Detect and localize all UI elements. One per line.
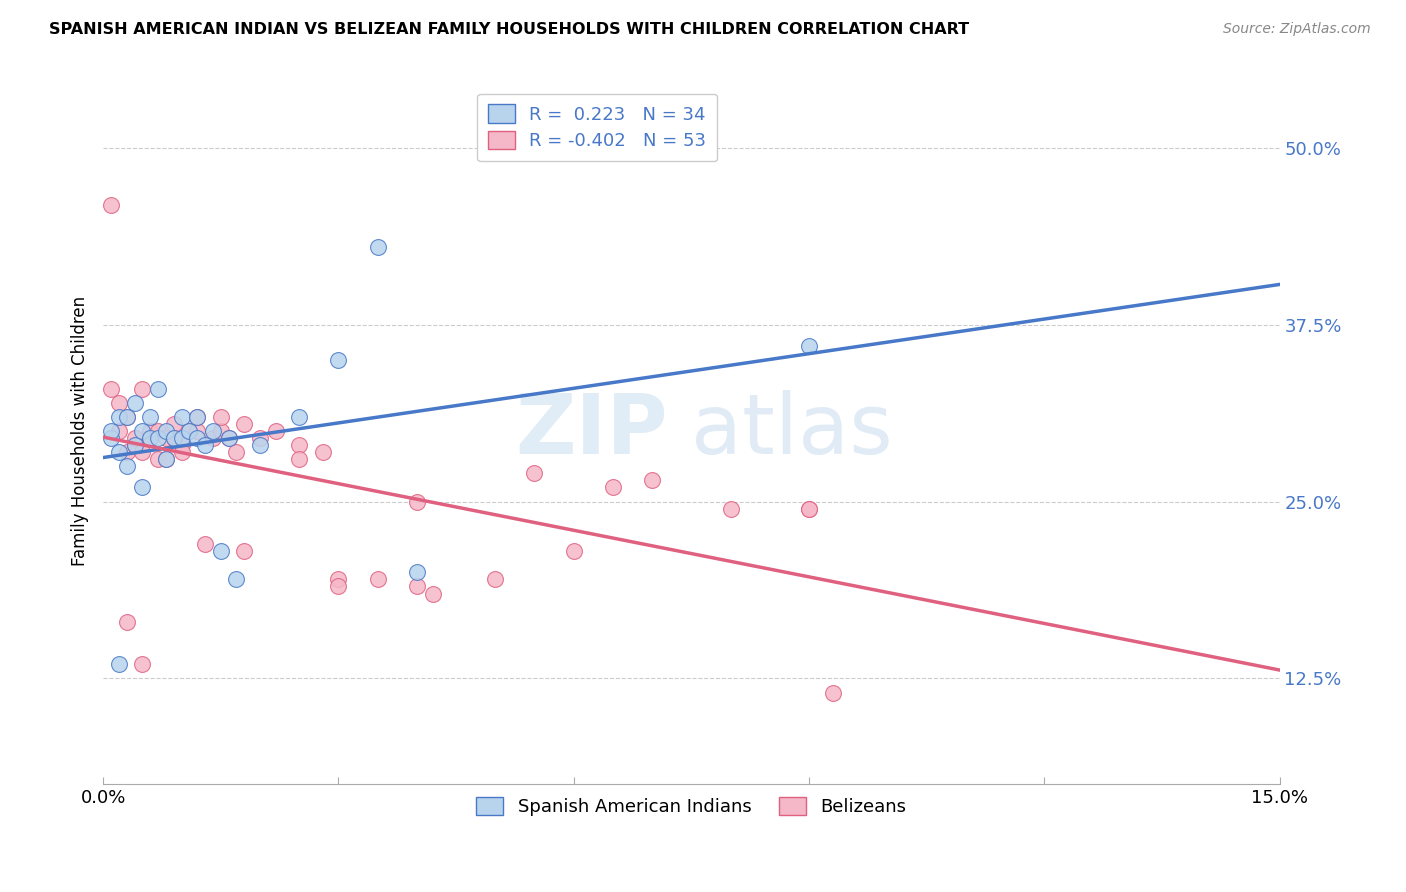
Point (312, 445, 335, 459)
Point (108, 657, 131, 672)
Text: ZIP: ZIP (516, 391, 668, 472)
Point (186, 409, 208, 424)
Point (209, 544, 232, 558)
Point (225, 573, 247, 587)
Point (108, 395, 131, 409)
Point (288, 452, 311, 467)
Point (186, 409, 208, 424)
Point (115, 409, 138, 424)
Point (328, 353, 350, 368)
Point (288, 409, 311, 424)
Point (209, 424, 232, 438)
Point (170, 438, 193, 452)
Point (131, 424, 153, 438)
Point (523, 467, 546, 481)
Point (209, 409, 232, 424)
Point (218, 431, 240, 445)
Point (328, 579, 350, 593)
Point (194, 537, 217, 551)
Point (115, 615, 138, 629)
Point (155, 424, 177, 438)
Point (108, 409, 131, 424)
Legend: Spanish American Indians, Belizeans: Spanish American Indians, Belizeans (467, 788, 915, 825)
Point (797, 339, 820, 353)
Point (155, 452, 177, 467)
Point (146, 424, 169, 438)
Point (146, 431, 169, 445)
Point (562, 544, 585, 558)
Point (170, 431, 193, 445)
Point (367, 240, 389, 254)
Point (225, 445, 247, 459)
Point (179, 424, 201, 438)
Point (139, 409, 162, 424)
Point (170, 445, 193, 459)
Text: atlas: atlas (692, 391, 893, 472)
Point (100, 424, 122, 438)
Text: SPANISH AMERICAN INDIAN VS BELIZEAN FAMILY HOUSEHOLDS WITH CHILDREN CORRELATION : SPANISH AMERICAN INDIAN VS BELIZEAN FAMI… (49, 22, 969, 37)
Point (131, 382, 153, 396)
Point (100, 382, 122, 396)
Point (115, 409, 138, 424)
Point (233, 544, 256, 558)
Point (131, 481, 153, 495)
Point (288, 438, 311, 452)
Point (367, 573, 389, 587)
Point (233, 417, 256, 431)
Point (163, 417, 186, 431)
Point (108, 424, 131, 438)
Point (186, 424, 208, 438)
Point (405, 494, 427, 508)
Point (797, 501, 820, 516)
Point (186, 431, 208, 445)
Point (124, 395, 146, 409)
Point (797, 501, 820, 516)
Point (264, 424, 287, 438)
Point (155, 431, 177, 445)
Point (146, 382, 169, 396)
Point (179, 424, 201, 438)
Point (100, 197, 122, 211)
Point (720, 501, 742, 516)
Text: Source: ZipAtlas.com: Source: ZipAtlas.com (1223, 22, 1371, 37)
Y-axis label: Family Households with Children: Family Households with Children (72, 296, 89, 566)
Point (422, 586, 444, 600)
Point (170, 409, 193, 424)
Point (139, 424, 162, 438)
Point (163, 431, 186, 445)
Point (249, 438, 271, 452)
Point (163, 431, 186, 445)
Point (155, 452, 177, 467)
Point (218, 431, 240, 445)
Point (131, 657, 153, 672)
Point (139, 431, 162, 445)
Point (405, 579, 427, 593)
Point (124, 438, 146, 452)
Point (194, 438, 217, 452)
Point (405, 566, 427, 580)
Point (124, 438, 146, 452)
Point (100, 431, 122, 445)
Point (201, 431, 224, 445)
Point (139, 431, 162, 445)
Point (602, 481, 624, 495)
Point (146, 452, 169, 467)
Point (249, 431, 271, 445)
Point (108, 445, 131, 459)
Point (131, 445, 153, 459)
Point (484, 573, 506, 587)
Point (641, 474, 664, 488)
Point (328, 573, 350, 587)
Point (124, 431, 146, 445)
Point (115, 445, 138, 459)
Point (201, 424, 224, 438)
Point (115, 459, 138, 474)
Point (821, 685, 844, 699)
